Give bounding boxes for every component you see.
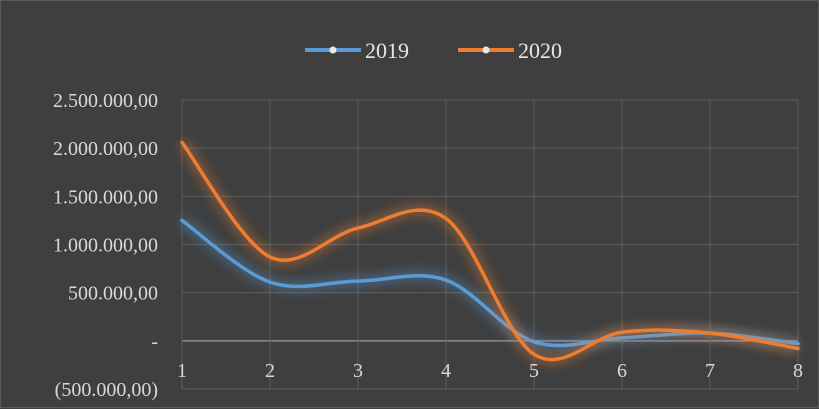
legend-label: 2020: [518, 38, 562, 63]
data-point-2019-3: [358, 281, 359, 282]
x-tick-label: 7: [705, 360, 715, 382]
data-point-2019-5: [534, 341, 535, 342]
legend-item-2019: 2019: [305, 38, 409, 63]
y-tick-label: 2.000.000,00: [53, 138, 158, 160]
x-tick-label: 2: [265, 360, 275, 382]
y-tick-label: 2.500.000,00: [53, 90, 158, 112]
x-tick-label: 5: [529, 360, 539, 382]
data-point-2019-2: [270, 282, 271, 283]
data-point-2020-4: [446, 218, 447, 219]
data-point-2019-1: [182, 220, 183, 221]
x-tick-label: 6: [617, 360, 627, 382]
x-tick-label: 1: [177, 360, 187, 382]
y-tick-label: -: [151, 331, 158, 353]
x-tick-label: 4: [441, 360, 451, 382]
series-line-2020: [180, 140, 800, 362]
series-glow-2020: [177, 138, 800, 366]
legend-marker: [329, 46, 337, 54]
y-axis-tick-labels: (500.000,00) - 500.000,00 1.000.000,00 1.500…: [53, 90, 158, 401]
x-axis-tick-labels: 1 2 3 4 5 6 7 8: [177, 360, 803, 382]
y-tick-label: 500.000,00: [68, 283, 158, 305]
y-tick-label: (500.000,00): [55, 379, 158, 401]
data-point-2020-6: [622, 332, 623, 333]
legend-marker: [482, 46, 490, 54]
data-point-2019-4: [446, 280, 447, 281]
y-tick-label: 1.500.000,00: [53, 186, 158, 208]
data-point-2020-2: [270, 257, 271, 258]
legend-label: 2019: [365, 38, 409, 63]
data-point-2020-5: [534, 354, 535, 355]
legend-item-2020: 2020: [458, 38, 562, 63]
data-point-2020-3: [358, 228, 359, 229]
data-point-2020-8: [798, 348, 799, 349]
data-point-2020-7: [710, 333, 711, 334]
y-tick-label: 1.000.000,00: [53, 235, 158, 257]
x-tick-label: 8: [793, 360, 803, 382]
data-point-2020-1: [182, 142, 183, 143]
series-lines: [177, 138, 800, 366]
x-tick-label: 3: [353, 360, 363, 382]
grid-lines: [181, 99, 799, 390]
legend: 2019 2020: [305, 38, 562, 63]
